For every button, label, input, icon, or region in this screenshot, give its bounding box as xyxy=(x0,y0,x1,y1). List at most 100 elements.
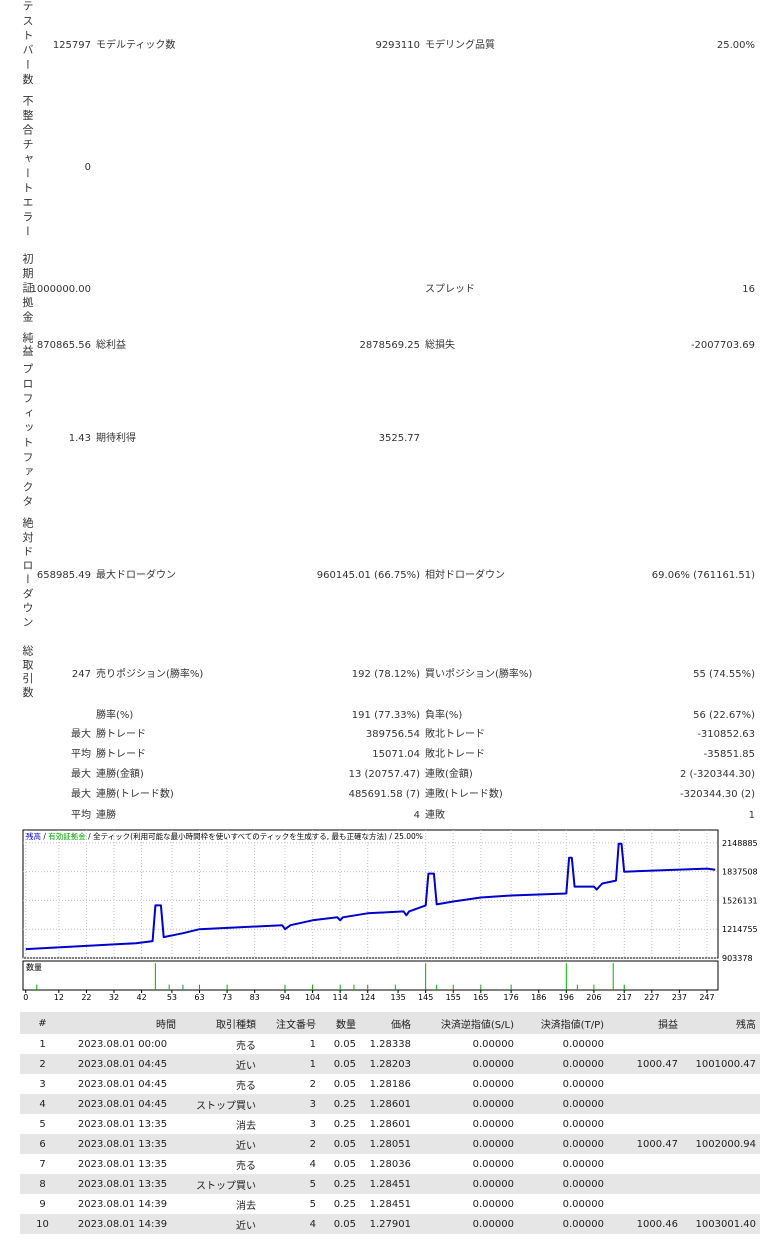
cell: 1000.47 xyxy=(608,1054,682,1074)
plot-area xyxy=(22,829,719,959)
empty-cell xyxy=(682,1034,760,1054)
stat-value: 960145.01 (66.75%) xyxy=(316,570,420,581)
cell: 0.05 xyxy=(320,1214,360,1234)
cell: 1.28203 xyxy=(360,1054,415,1074)
stat-value: -320344.30 (2) xyxy=(679,789,755,800)
cell: 0.00000 xyxy=(518,1174,608,1194)
cell: 0.00000 xyxy=(415,1134,518,1154)
x-tick-label: 32 xyxy=(109,993,119,1002)
cell: 2023.08.01 04:45 xyxy=(65,1054,180,1074)
empty-cell xyxy=(682,1074,760,1094)
cell: 3 xyxy=(309,1118,316,1130)
stat-value: 2 (-320344.30) xyxy=(679,769,755,780)
cell: 0.25 xyxy=(320,1094,360,1114)
cell: 0.00000 xyxy=(415,1094,518,1114)
x-tick-label: 237 xyxy=(672,993,687,1002)
x-tick-label: 186 xyxy=(531,993,546,1002)
cell: 0.00000 xyxy=(562,1158,604,1170)
y-tick-label: 2148885 xyxy=(722,839,758,848)
cell: 8 xyxy=(20,1174,65,1194)
cell: 0.00000 xyxy=(562,1038,604,1050)
cell: 0.05 xyxy=(333,1158,356,1170)
cell: 2 xyxy=(260,1134,320,1154)
stat-value: 0 xyxy=(84,162,91,173)
stat-value: 192 (78.12%) xyxy=(351,669,420,680)
cell: 0.00000 xyxy=(562,1198,604,1210)
cell: 1 xyxy=(309,1038,316,1050)
stat-label: 敗北トレード xyxy=(425,729,485,740)
stat-label: 勝率(%) xyxy=(96,710,134,721)
stat-value: 1 xyxy=(748,810,755,821)
trade-row: 2 2023.08.01 04:45 近い 1 0.05 1.28203 0.00000 0.… xyxy=(20,1054,760,1074)
stat-label: 相対ドローダウン xyxy=(425,570,505,581)
summary: テストバー数 125797 モデルティック数 9293110 モデリング品質 25.00%… xyxy=(21,0,755,821)
cell: 1003001.40 xyxy=(682,1214,760,1234)
cell: 4 xyxy=(260,1214,320,1234)
y-tick-label: 1214755 xyxy=(722,925,758,934)
stat-prefix: 最大 xyxy=(71,789,91,800)
cell: 2023.08.01 13:35 xyxy=(65,1174,180,1194)
x-tick-label: 63 xyxy=(194,993,204,1002)
cell: 売る xyxy=(236,1040,256,1052)
stat-label: 初期証拠金 xyxy=(21,253,34,325)
cell: 0.00000 xyxy=(472,1038,514,1050)
cell: 3 xyxy=(39,1078,46,1090)
stat-value: 9293110 xyxy=(375,40,420,51)
stat-label: 総利益 xyxy=(96,340,126,351)
x-tick-label: 94 xyxy=(280,993,290,1002)
stat-label: モデルティック数 xyxy=(96,40,176,51)
cell: 3 xyxy=(260,1094,320,1114)
stat-value: -310852.63 xyxy=(697,729,755,740)
stat-label: 総損失 xyxy=(425,340,455,351)
x-tick-label: 176 xyxy=(504,993,519,1002)
cell: 0.05 xyxy=(333,1078,356,1090)
stat-value: 13 (20757.47) xyxy=(348,769,420,780)
cell: 0.00000 xyxy=(415,1174,518,1194)
cell: 近い xyxy=(180,1134,260,1154)
cell: 近い xyxy=(180,1214,260,1234)
stat-label: 敗北トレード xyxy=(425,749,485,760)
cell: 0.00000 xyxy=(472,1158,514,1170)
cell: 0.00000 xyxy=(415,1214,518,1234)
empty-cell xyxy=(682,1174,760,1194)
stat-label: 総取引数 xyxy=(21,645,34,700)
stat-label: プロフィットファクタ xyxy=(21,363,34,510)
stat-label: 売りポジション(勝率%) xyxy=(96,669,204,680)
y-tick-label: 1837508 xyxy=(722,868,758,877)
cell: 5 xyxy=(260,1174,320,1194)
cell: 1.28051 xyxy=(360,1134,415,1154)
legend-separator: / xyxy=(86,832,93,841)
stat-label: 純益 xyxy=(21,332,34,358)
cell: 2023.08.01 13:35 xyxy=(77,1158,168,1170)
cell: 0.05 xyxy=(333,1038,356,1050)
x-tick-label: 145 xyxy=(418,993,433,1002)
stat-value: 125797 xyxy=(52,40,91,51)
cell: 近い xyxy=(180,1054,260,1074)
stat-value: 69.06% (761161.51) xyxy=(651,570,755,581)
cell: 1.28036 xyxy=(369,1158,411,1170)
x-tick-label: 135 xyxy=(390,993,405,1002)
stat-value: 870865.56 xyxy=(36,340,91,351)
cell: 売る xyxy=(236,1160,256,1172)
cell: 0.05 xyxy=(320,1134,360,1154)
balance-line xyxy=(25,842,716,951)
cell: 2023.08.01 14:39 xyxy=(65,1214,180,1234)
cell: 1.28338 xyxy=(369,1038,411,1050)
cell: 売る xyxy=(236,1080,256,1092)
legend-item: 全ティック(利用可能な最小時間枠を使いすべてのティックを生成する, 最も正確な方… xyxy=(93,831,387,841)
empty-cell xyxy=(608,1174,682,1194)
cell: 2023.08.01 13:35 xyxy=(77,1118,168,1130)
stat-label: モデリング品質 xyxy=(425,40,495,51)
cell: 1 xyxy=(39,1038,46,1050)
legend-item: 有効証拠金 xyxy=(48,831,86,841)
legend-separator: / xyxy=(41,832,48,841)
column-header: 決済逆指値(S/L) xyxy=(415,1012,518,1034)
cell: 0.00000 xyxy=(472,1198,514,1210)
cell: 10 xyxy=(20,1214,65,1234)
legend: 残高 / 有効証拠金 / 全ティック(利用可能な最小時間枠を使いすべてのティック… xyxy=(26,831,423,841)
cell: 2023.08.01 04:45 xyxy=(65,1094,180,1114)
cell: 消去 xyxy=(236,1200,256,1212)
stat-label: 期待利得 xyxy=(96,433,136,444)
cell: 1.28601 xyxy=(360,1094,415,1114)
